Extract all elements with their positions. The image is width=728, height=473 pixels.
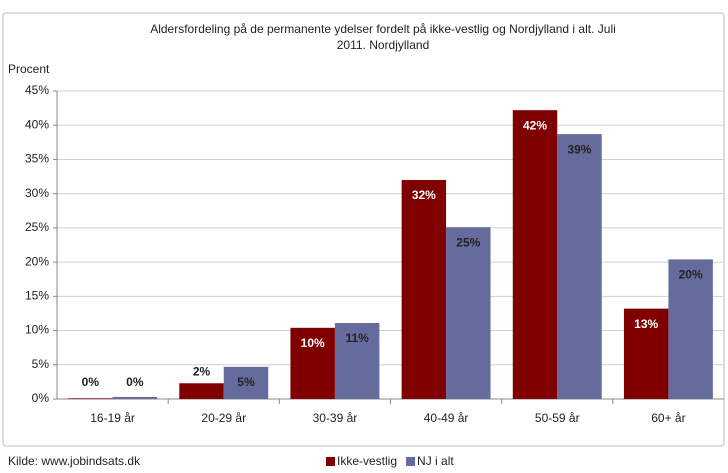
bar: [668, 259, 713, 399]
legend-label: NJ i alt: [417, 454, 454, 468]
data-label: 2%: [193, 364, 211, 378]
x-tick-label: 50-59 år: [535, 411, 580, 425]
data-label: 0%: [82, 375, 100, 389]
y-tick-label: 45%: [25, 83, 49, 97]
data-label: 20%: [679, 268, 703, 282]
y-tick-label: 40%: [25, 117, 49, 131]
bar: [401, 179, 447, 399]
bar: [223, 366, 269, 399]
data-label: 25%: [456, 235, 480, 249]
data-label: 0%: [126, 375, 144, 389]
bar: [179, 383, 224, 399]
bar: [623, 308, 669, 399]
y-tick-label: 0%: [32, 391, 50, 405]
bar: [334, 323, 380, 399]
y-tick-label: 10%: [25, 323, 49, 337]
data-label: 32%: [412, 188, 436, 202]
y-axis-label: Procent: [8, 62, 50, 76]
bar: [112, 396, 158, 399]
y-tick-label: 25%: [25, 220, 49, 234]
data-label: 13%: [634, 317, 658, 331]
bar: [68, 398, 113, 399]
source: Kilde: www.jobindsats.dk: [8, 454, 141, 468]
bar: [290, 327, 335, 399]
y-tick-label: 20%: [25, 254, 49, 268]
data-label: 10%: [301, 336, 325, 350]
x-tick-label: 30-39 år: [313, 411, 358, 425]
bar: [446, 227, 491, 399]
y-tick-label: 15%: [25, 289, 49, 303]
y-tick-label: 5%: [32, 357, 50, 371]
bar: [512, 110, 558, 400]
chart-title: Aldersfordeling på de permanente ydelser…: [150, 22, 616, 36]
data-label: 5%: [237, 375, 255, 389]
legend-label: Ikke-vestlig: [337, 454, 397, 468]
x-tick-label: 60+ år: [651, 411, 685, 425]
x-tick-label: 16-19 år: [90, 411, 135, 425]
legend-swatch: [326, 457, 335, 466]
y-tick-label: 30%: [25, 186, 49, 200]
x-tick-label: 40-49 år: [424, 411, 469, 425]
legend-swatch: [406, 457, 416, 466]
data-label: 39%: [567, 142, 591, 156]
bar: [557, 134, 602, 399]
y-tick-label: 35%: [25, 152, 49, 166]
data-label: 42%: [523, 118, 547, 132]
data-label: 11%: [345, 331, 369, 345]
x-tick-label: 20-29 år: [201, 411, 246, 425]
chart-title: 2011. Nordjylland: [337, 38, 430, 52]
